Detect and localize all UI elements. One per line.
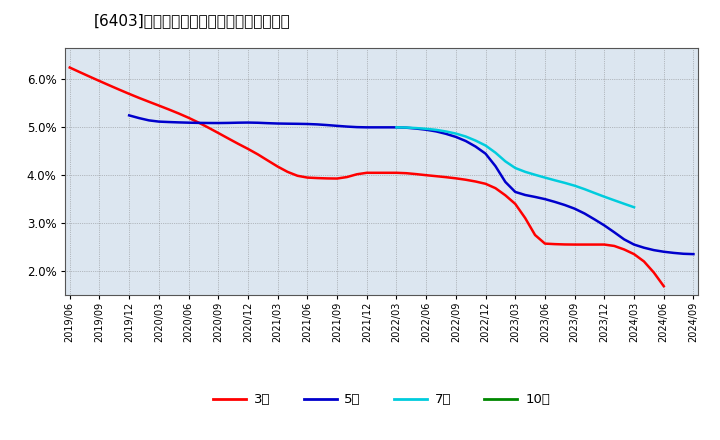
Text: [6403]　経常利益マージンの平均値の推移: [6403] 経常利益マージンの平均値の推移 xyxy=(94,13,290,28)
Legend: 3年, 5年, 7年, 10年: 3年, 5年, 7年, 10年 xyxy=(208,388,555,411)
